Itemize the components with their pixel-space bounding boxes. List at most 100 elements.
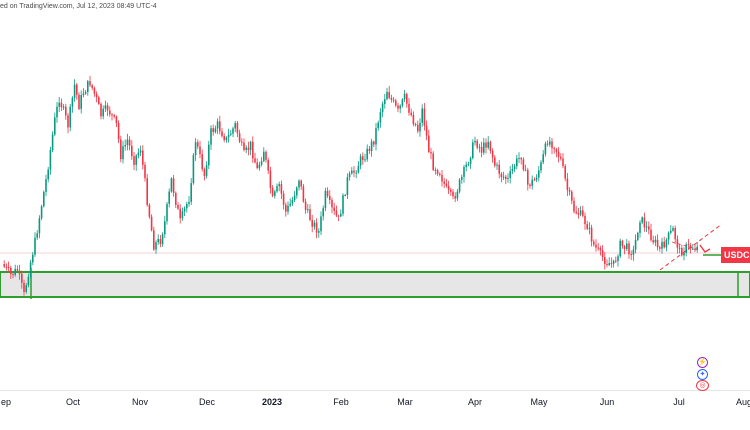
candle-body	[115, 116, 118, 124]
candle-body	[694, 248, 696, 251]
time-axis-label: Oct	[65, 397, 81, 407]
candle-body	[606, 264, 608, 265]
candle-body	[549, 141, 551, 145]
trendline-short-dashed[interactable]	[671, 241, 701, 251]
candle-body	[643, 217, 646, 228]
time-axis-label: ep	[0, 397, 12, 407]
candle-body	[331, 200, 333, 208]
candle-body	[252, 141, 254, 159]
candle-body	[557, 151, 560, 157]
candle-body	[300, 180, 302, 187]
candle-body	[619, 240, 621, 257]
candle-body	[95, 93, 98, 98]
candle-body	[159, 239, 162, 245]
candle-body	[124, 145, 126, 147]
candle-body	[476, 140, 478, 148]
candle-body	[58, 102, 60, 107]
candle-body	[564, 166, 566, 179]
lightning-icon[interactable]: ⚡	[697, 357, 708, 368]
candle-body	[346, 177, 349, 195]
candle-body	[150, 216, 153, 231]
candle-body	[615, 260, 617, 262]
projection-arrow[interactable]	[699, 244, 711, 253]
candle-body	[436, 170, 439, 174]
candle-body	[172, 178, 175, 193]
candle-body	[192, 155, 195, 184]
candle-body	[293, 195, 296, 200]
time-axis-label: Mar	[397, 397, 413, 407]
candle-body	[164, 221, 166, 235]
candle-body	[131, 145, 133, 157]
candle-body	[494, 157, 496, 166]
candle-body	[366, 148, 368, 160]
candle-body	[82, 93, 85, 95]
candle-body	[80, 95, 82, 109]
candle-body	[379, 112, 382, 123]
candles-group	[3, 75, 698, 296]
candle-body	[533, 179, 536, 181]
candle-body	[76, 84, 78, 95]
candle-body	[386, 91, 388, 100]
candle-body	[241, 141, 243, 143]
candle-body	[527, 170, 529, 185]
candle-body	[168, 191, 170, 204]
candle-body	[183, 208, 186, 212]
candle-body	[579, 210, 582, 215]
support-zone[interactable]	[0, 271, 750, 298]
flag-icon[interactable]: ✦	[697, 369, 708, 380]
candle-body	[128, 139, 131, 146]
candle-body	[617, 256, 619, 261]
candle-body	[29, 262, 32, 277]
candle-body	[205, 165, 208, 176]
candle-body	[599, 248, 602, 251]
candle-body	[406, 93, 408, 104]
candle-body	[535, 177, 538, 180]
candle-body	[370, 141, 373, 151]
candle-body	[188, 201, 190, 204]
candle-body	[45, 179, 47, 192]
candle-body	[573, 200, 575, 212]
candle-body	[474, 140, 476, 143]
candle-body	[221, 131, 223, 137]
candle-body	[315, 222, 318, 233]
price-chart-pane[interactable]	[0, 0, 750, 390]
candle-body	[93, 87, 96, 94]
candle-body	[14, 269, 16, 275]
candle-body	[102, 108, 104, 117]
candle-body	[333, 207, 335, 211]
candle-body	[390, 97, 393, 100]
candle-body	[667, 232, 670, 240]
candle-body	[465, 164, 467, 168]
candle-body	[520, 158, 522, 160]
candle-body	[148, 204, 151, 217]
candle-body	[56, 106, 58, 118]
candle-body	[472, 142, 474, 159]
trendline-dashed[interactable]	[659, 223, 723, 271]
candle-body	[377, 122, 379, 129]
candle-body	[502, 176, 505, 178]
candle-body	[509, 171, 511, 178]
candle-body	[674, 228, 676, 240]
candle-body	[243, 142, 245, 150]
candle-body	[553, 148, 555, 150]
candle-body	[91, 85, 93, 88]
time-axis-label: Feb	[333, 397, 349, 407]
candle-body	[287, 205, 289, 212]
candle-body	[186, 203, 188, 209]
candle-body	[480, 146, 483, 153]
candle-body	[18, 270, 21, 274]
candle-body	[87, 81, 89, 92]
candle-body	[344, 195, 346, 196]
candle-body	[40, 206, 43, 219]
candle-body	[434, 169, 437, 171]
candle-body	[146, 178, 148, 205]
candle-body	[676, 239, 679, 248]
candle-body	[414, 124, 417, 126]
dividends-icon[interactable]: ◎	[696, 380, 709, 391]
candle-body	[109, 110, 111, 115]
candle-body	[500, 173, 503, 177]
time-axis-label: Jul	[673, 397, 685, 407]
candle-body	[157, 239, 159, 243]
time-axis-line	[0, 390, 750, 391]
candle-body	[36, 233, 38, 238]
